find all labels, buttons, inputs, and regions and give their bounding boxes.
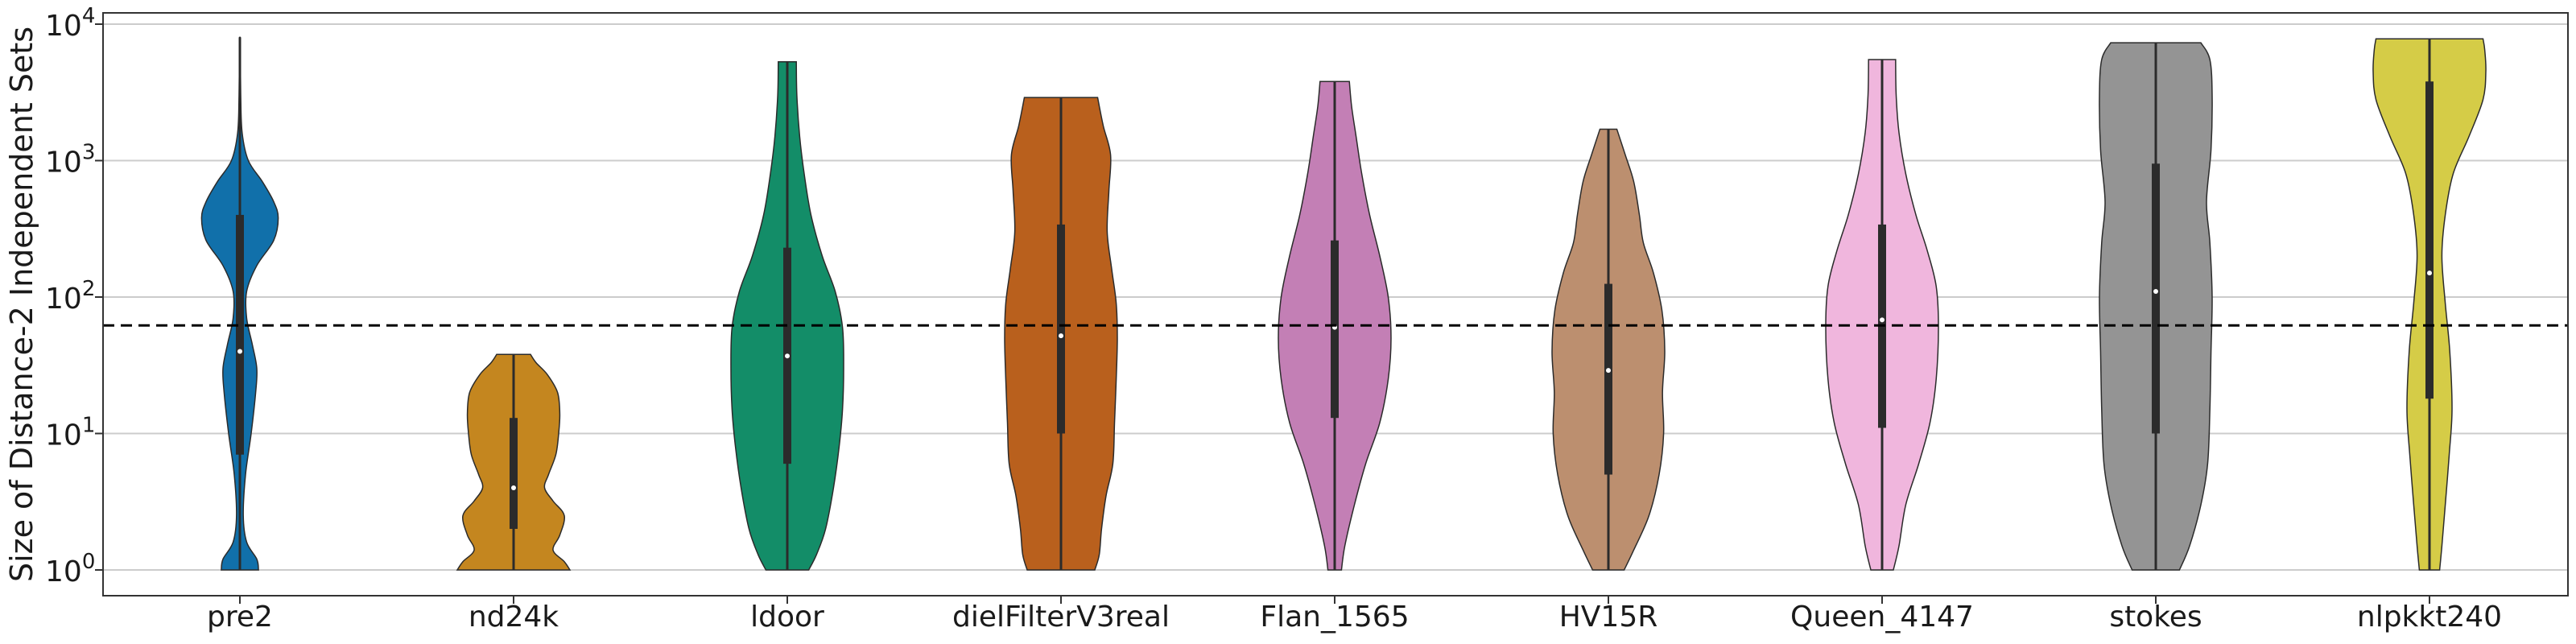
violin-nlpkkt240 <box>2372 38 2487 571</box>
y-tick-label-2: 102 <box>45 277 95 316</box>
x-tick-label-3: dielFilterV3real <box>952 601 1170 634</box>
iqr-box-HV15R <box>1604 283 1612 475</box>
y-axis-label: Size of Distance-2 Independent Sets <box>4 27 39 582</box>
x-tick-label-6: Queen_4147 <box>1790 601 1974 634</box>
y-tick-label-3: 103 <box>45 141 95 180</box>
violin-nd24k <box>456 353 572 571</box>
median-marker-stokes <box>2153 288 2158 294</box>
y-tick-label-4: 104 <box>45 4 95 43</box>
iqr-box-stokes <box>2152 163 2160 434</box>
y-axis-ticks: 100 101 102 103 104 <box>45 4 103 588</box>
median-marker-pre2 <box>237 349 242 354</box>
iqr-box-pre2 <box>236 214 244 455</box>
iqr-box-dielFilterV3real <box>1057 224 1065 434</box>
violin-stokes <box>2099 42 2213 571</box>
x-tick-label-5: HV15R <box>1559 601 1658 634</box>
iqr-box-nlpkkt240 <box>2425 81 2434 399</box>
x-tick-label-4: Flan_1565 <box>1260 601 1409 634</box>
median-marker-ldoor <box>785 353 790 359</box>
violin-HV15R <box>1551 128 1666 571</box>
median-marker-HV15R <box>1606 368 1611 374</box>
y-tick-label-1: 101 <box>45 414 95 452</box>
median-marker-nd24k <box>511 485 516 490</box>
median-marker-nlpkkt240 <box>2427 270 2432 276</box>
violin-pre2 <box>200 36 279 571</box>
x-tick-label-8: nlpkkt240 <box>2357 601 2502 634</box>
x-axis-ticks: pre2 nd24k ldoor dielFilterV3real Flan_1565 H… <box>207 596 2502 634</box>
x-tick-label-0: pre2 <box>207 601 273 634</box>
violin-dielFilterV3real <box>1004 97 1118 571</box>
median-marker-Queen_4147 <box>1880 317 1885 323</box>
median-marker-dielFilterV3real <box>1059 333 1063 339</box>
y-tick-label-0: 100 <box>45 550 95 588</box>
x-tick-label-7: stokes <box>2109 601 2202 634</box>
iqr-box-nd24k <box>510 418 518 529</box>
x-tick-label-1: nd24k <box>469 601 559 634</box>
x-tick-label-2: ldoor <box>750 601 824 634</box>
violin-ldoor <box>730 60 844 571</box>
